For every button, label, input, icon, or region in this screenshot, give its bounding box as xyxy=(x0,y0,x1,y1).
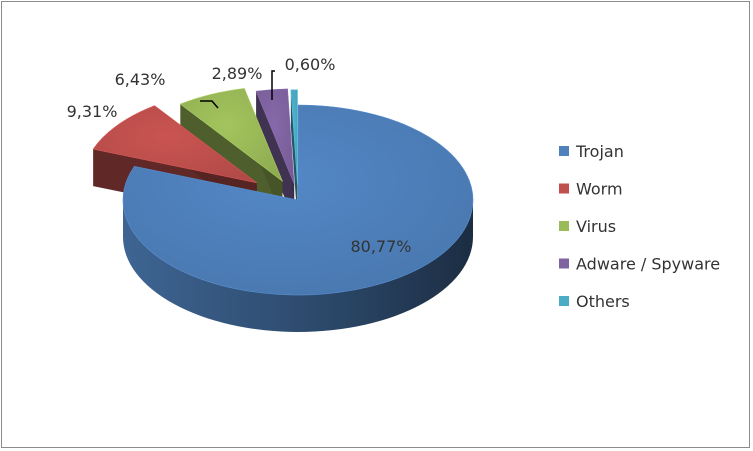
slice-wall-virus xyxy=(180,104,283,219)
data-label-virus: 6,43% xyxy=(115,70,166,89)
slice-wall-adware-spyware xyxy=(256,91,295,221)
legend-label-adware-spyware: Adware / Spyware xyxy=(576,255,720,274)
legend-item-others: Others xyxy=(559,292,630,311)
pie-tops xyxy=(92,88,474,296)
leader-line-virus xyxy=(200,100,219,109)
slice-trojan xyxy=(122,104,474,296)
data-label-trojan: 80,77% xyxy=(350,237,411,256)
legend-swatch-others xyxy=(559,296,569,306)
legend-item-virus: Virus xyxy=(559,217,616,236)
slice-side-trojan xyxy=(123,200,473,332)
legend-label-others: Others xyxy=(576,292,630,311)
slice-wall-others xyxy=(290,89,298,222)
leader-line-others xyxy=(271,70,275,100)
legend-label-virus: Virus xyxy=(576,217,616,236)
legend-swatch-trojan xyxy=(559,146,569,156)
legend-label-worm: Worm xyxy=(576,180,623,199)
legend-item-trojan: Trojan xyxy=(559,142,624,161)
data-label-adware-spyware: 2,89% xyxy=(212,64,263,83)
slice-worm xyxy=(92,105,257,184)
legend: Trojan Worm Virus Adware / Spyware Others xyxy=(559,142,720,311)
legend-swatch-worm xyxy=(559,183,569,194)
data-label-others: 0,60% xyxy=(285,55,336,74)
legend-item-adware-spyware: Adware / Spyware xyxy=(559,255,720,274)
legend-item-worm: Worm xyxy=(559,180,623,199)
leader-lines xyxy=(200,70,275,109)
legend-swatch-adware-spyware xyxy=(559,258,569,269)
legend-label-trojan: Trojan xyxy=(575,142,624,161)
legend-swatch-virus xyxy=(559,221,569,231)
slice-virus xyxy=(179,88,284,183)
slice-others xyxy=(290,89,298,185)
data-label-worm: 9,31% xyxy=(67,102,118,121)
data-labels: 80,77% 9,31% 6,43% 2,89% 0,60% xyxy=(67,55,412,256)
